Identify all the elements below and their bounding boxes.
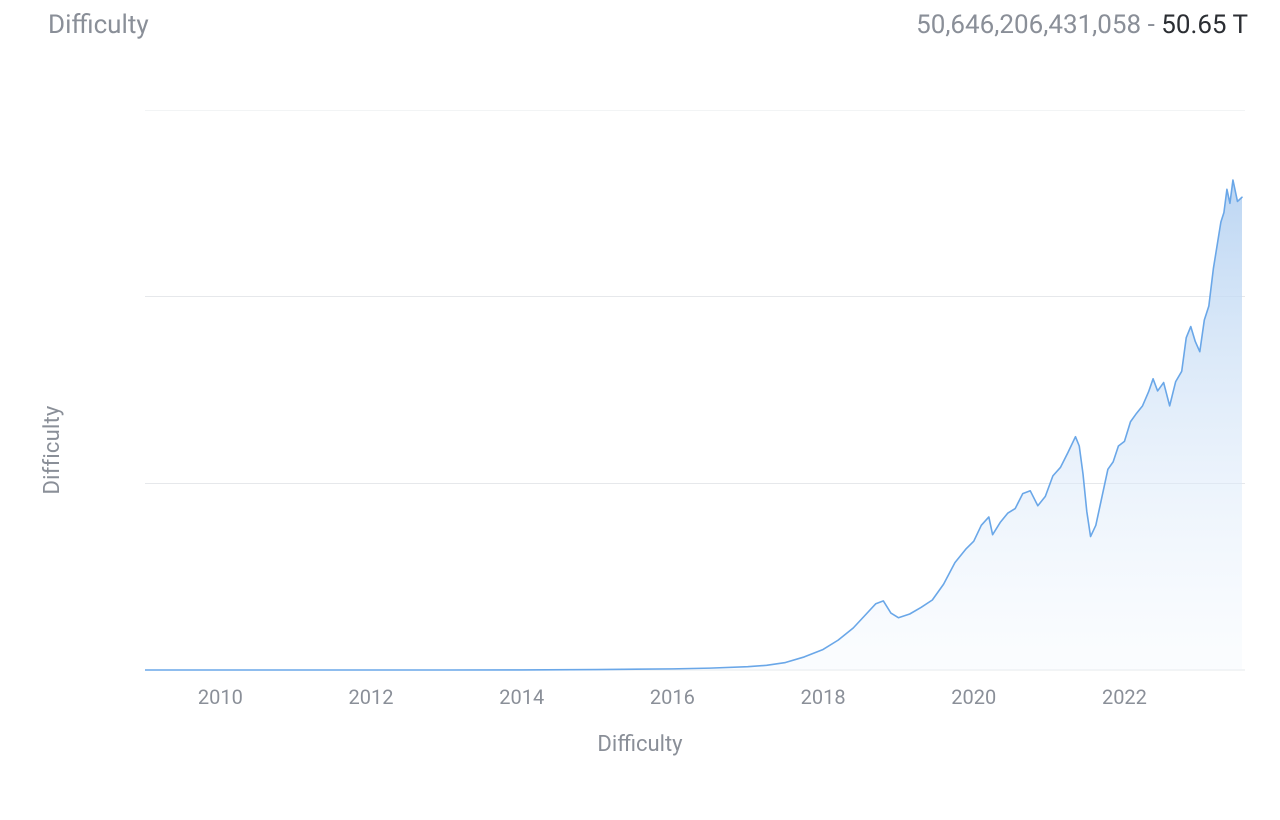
x-tick-label: 2018	[801, 685, 846, 709]
x-tick-label: 2016	[650, 685, 695, 709]
x-tick-label: 2022	[1102, 685, 1147, 709]
chart-container: Difficulty 50,646,206,431,058 - 50.65 T …	[0, 0, 1280, 820]
value-short: 50.65 T	[1161, 10, 1248, 40]
y-axis-title: Difficulty	[40, 405, 65, 494]
series-area	[145, 180, 1242, 670]
plot-wrap: Difficulty 020T40T60T2010201220142016201…	[0, 90, 1280, 810]
value-separator: -	[1141, 10, 1161, 40]
x-tick-label: 2010	[198, 685, 243, 709]
x-axis-title: Difficulty	[597, 732, 682, 757]
chart-svg: 020T40T60T2010201220142016201820202022	[145, 110, 1280, 720]
chart-title: Difficulty	[48, 10, 149, 40]
chart-current-value: 50,646,206,431,058 - 50.65 T	[916, 10, 1248, 40]
x-tick-label: 2020	[951, 685, 996, 709]
x-tick-label: 2014	[499, 685, 544, 709]
chart-header: Difficulty 50,646,206,431,058 - 50.65 T	[48, 10, 1248, 40]
x-tick-label: 2012	[349, 685, 394, 709]
value-full: 50,646,206,431,058	[916, 10, 1141, 40]
